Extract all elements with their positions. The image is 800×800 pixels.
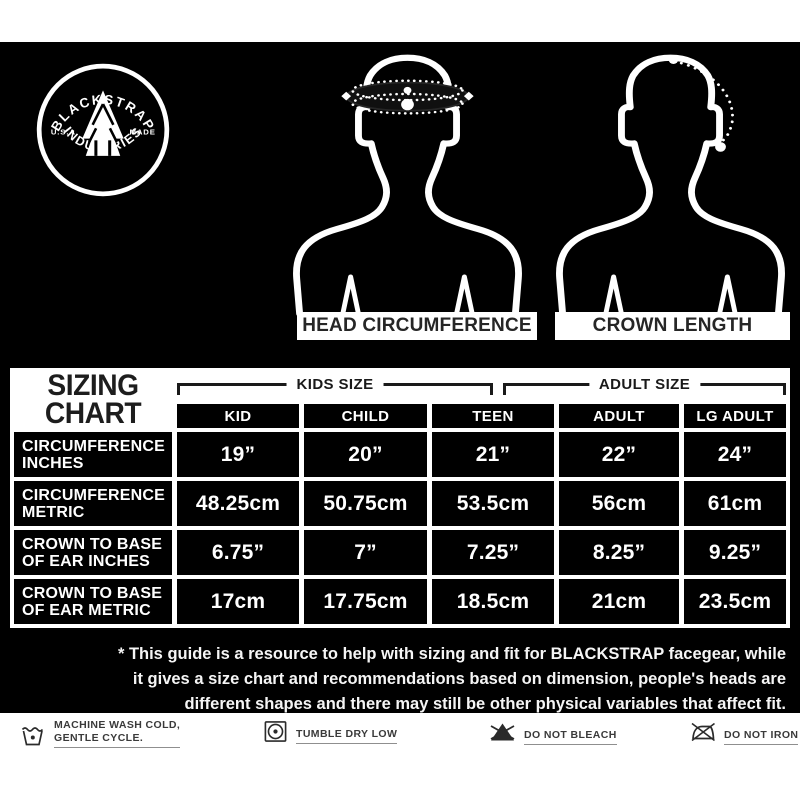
row-header-circumference-inches: CIRCUMFERENCE INCHES <box>14 432 172 477</box>
column-header-kid: KID <box>177 404 299 428</box>
logo-ring <box>36 63 170 197</box>
care-label: TUMBLE DRY LOW <box>296 728 398 744</box>
table-cell: 20” <box>304 432 427 477</box>
kids-size-group-header: KIDS SIZE <box>177 375 493 395</box>
table-cell: 50.75cm <box>304 481 427 526</box>
crown-length-figure <box>556 54 785 317</box>
column-header-child: CHILD <box>304 404 427 428</box>
row-header-crown-inches: CROWN TO BASE OF EAR INCHES <box>14 530 172 575</box>
table-cell: 17.75cm <box>304 579 427 624</box>
care-item-do-not-bleach: DO NOT BLEACH <box>489 719 617 745</box>
table-cell: 21cm <box>559 579 679 624</box>
armpit-notches <box>340 274 475 315</box>
table-cell: 9.25” <box>684 530 786 575</box>
row-header-crown-metric: CROWN TO BASE OF EAR METRIC <box>14 579 172 624</box>
do-not-bleach-icon <box>490 723 515 741</box>
care-item-machine-wash: MACHINE WASH COLD, GENTLE CYCLE. <box>20 719 181 748</box>
footnote-line-1: * This guide is a resource to help with … <box>117 645 786 663</box>
table-cell: 8.25” <box>559 530 679 575</box>
title-line-1: SIZING <box>47 369 139 402</box>
measuring-tape-band-icon <box>341 79 474 115</box>
table-cell: 17cm <box>177 579 299 624</box>
wash-tub-icon <box>21 727 44 746</box>
sizing-chart-panel: SIZING CHART KIDS SIZE ADULT SIZE KID CH… <box>10 368 790 628</box>
logo-usa-label: U.S.A <box>51 127 76 136</box>
row-header-circumference-metric: CIRCUMFERENCE METRIC <box>14 481 172 526</box>
pine-arrowhead-icon <box>82 90 124 156</box>
table-cell: 48.25cm <box>177 481 299 526</box>
care-item-tumble-dry: TUMBLE DRY LOW <box>263 719 398 744</box>
blackstrap-logo: BLACKSTRAP INDUSTRIES U.S.A MADE <box>36 63 170 197</box>
table-cell: 56cm <box>559 481 679 526</box>
table-cell: 19” <box>177 432 299 477</box>
head-circumference-label: HEAD CIRCUMFERENCE <box>297 312 537 340</box>
care-instructions-strip: MACHINE WASH COLD, GENTLE CYCLE. TUMBLE … <box>0 713 800 800</box>
table-cell: 7” <box>304 530 427 575</box>
title-line-2: CHART <box>44 397 142 430</box>
sizing-footnote: * This guide is a resource to help with … <box>96 642 786 717</box>
sizing-chart-table: SIZING CHART KIDS SIZE ADULT SIZE KID CH… <box>14 369 786 624</box>
crown-measure-arc-icon <box>668 55 734 152</box>
head-circumference-figure <box>293 54 522 317</box>
table-cell: 53.5cm <box>432 481 554 526</box>
table-cell: 23.5cm <box>684 579 786 624</box>
care-label: DO NOT IRON <box>724 729 799 745</box>
table-cell: 24” <box>684 432 786 477</box>
kids-size-label: KIDS SIZE <box>286 375 384 395</box>
care-label: DO NOT BLEACH <box>524 729 617 745</box>
table-cell: 6.75” <box>177 530 299 575</box>
table-cell: 21” <box>432 432 554 477</box>
armpit-notches <box>603 274 738 315</box>
bust-outline <box>556 54 785 317</box>
adult-size-group-header: ADULT SIZE <box>503 375 786 395</box>
care-label: MACHINE WASH COLD, GENTLE CYCLE. <box>54 719 181 748</box>
crown-length-label: CROWN LENGTH <box>555 312 790 340</box>
column-header-adult: ADULT <box>559 404 679 428</box>
table-cell: 22” <box>559 432 679 477</box>
do-not-iron-icon <box>691 722 715 742</box>
table-cell: 7.25” <box>432 530 554 575</box>
column-header-teen: TEEN <box>432 404 554 428</box>
table-cell: 61cm <box>684 481 786 526</box>
tumble-dry-icon <box>264 721 287 742</box>
sizing-chart-title: SIZING CHART <box>18 369 168 430</box>
adult-size-label: ADULT SIZE <box>588 375 701 395</box>
size-group-header-row: KIDS SIZE ADULT SIZE <box>177 372 786 400</box>
bust-outline <box>293 54 522 317</box>
column-header-lg-adult: LG ADULT <box>684 404 786 428</box>
table-cell: 18.5cm <box>432 579 554 624</box>
footnote-line-2: it gives a size chart and recommendation… <box>132 670 786 688</box>
footnote-line-3: different shapes and there may still be … <box>184 695 786 713</box>
logo-made-label: MADE <box>130 127 156 136</box>
care-item-do-not-iron: DO NOT IRON <box>690 719 799 745</box>
